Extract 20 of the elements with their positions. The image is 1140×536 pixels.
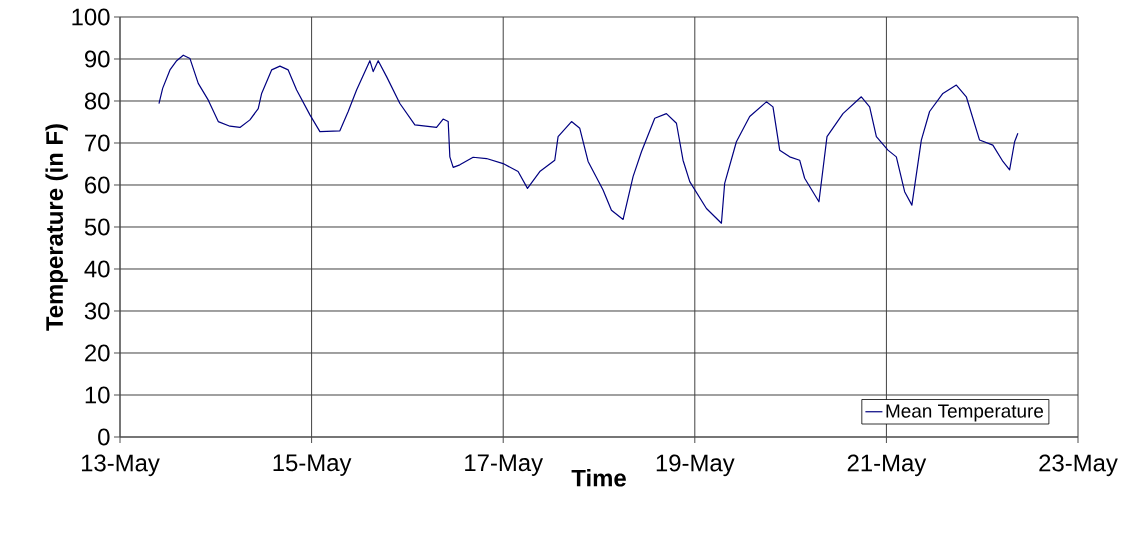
x-tick-label: 19-May (656, 454, 735, 477)
y-tick-label: 90 (85, 50, 110, 68)
y-tick-label: 20 (85, 344, 110, 362)
y-tick-label: 10 (85, 386, 110, 404)
y-tick-label: 70 (85, 134, 110, 152)
y-tick-label: 60 (85, 176, 110, 194)
y-tick-label: 100 (72, 8, 110, 26)
x-tick-label: 17-May (465, 454, 544, 476)
y-tick-label: 30 (84, 302, 110, 320)
x-axis-title: Time (571, 469, 626, 487)
x-tick-label: 13-May (81, 454, 160, 477)
y-axis-title: Temperature (in F) (45, 124, 68, 331)
y-tick-label: 50 (84, 218, 110, 236)
x-tick-label: 21-May (847, 454, 927, 477)
y-tick-label: 40 (84, 260, 110, 278)
legend-label: Mean Temperature (886, 404, 1044, 422)
x-tick-label: 15-May (273, 454, 352, 476)
x-tick-label: 23-May (1039, 454, 1118, 477)
y-tick-label: 80 (84, 92, 110, 110)
y-tick-label: 0 (98, 428, 110, 446)
